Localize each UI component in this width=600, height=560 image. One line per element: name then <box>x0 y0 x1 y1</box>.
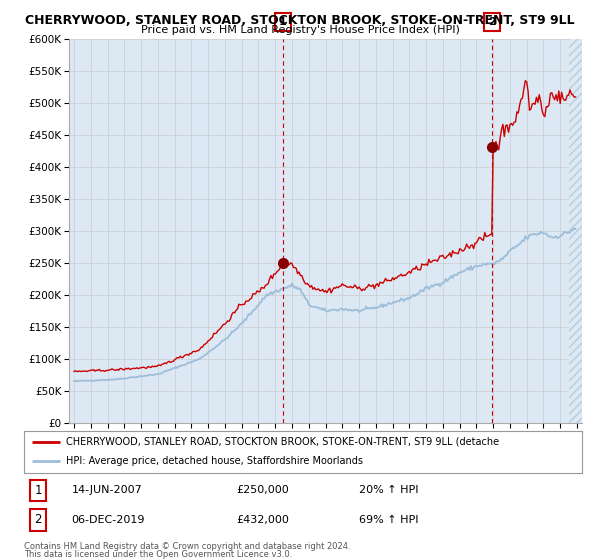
Text: Contains HM Land Registry data © Crown copyright and database right 2024.: Contains HM Land Registry data © Crown c… <box>24 542 350 550</box>
Text: This data is licensed under the Open Government Licence v3.0.: This data is licensed under the Open Gov… <box>24 550 292 559</box>
Text: 69% ↑ HPI: 69% ↑ HPI <box>359 515 418 525</box>
Text: CHERRYWOOD, STANLEY ROAD, STOCKTON BROOK, STOKE-ON-TRENT, ST9 9LL: CHERRYWOOD, STANLEY ROAD, STOCKTON BROOK… <box>25 14 575 27</box>
Text: Price paid vs. HM Land Registry's House Price Index (HPI): Price paid vs. HM Land Registry's House … <box>140 25 460 35</box>
Text: CHERRYWOOD, STANLEY ROAD, STOCKTON BROOK, STOKE-ON-TRENT, ST9 9LL (detache: CHERRYWOOD, STANLEY ROAD, STOCKTON BROOK… <box>66 437 499 447</box>
Text: 1: 1 <box>279 17 287 27</box>
Text: 06-DEC-2019: 06-DEC-2019 <box>71 515 145 525</box>
Text: 1: 1 <box>34 484 42 497</box>
Text: £432,000: £432,000 <box>236 515 289 525</box>
Text: 20% ↑ HPI: 20% ↑ HPI <box>359 486 418 495</box>
Text: 14-JUN-2007: 14-JUN-2007 <box>71 486 142 495</box>
Text: HPI: Average price, detached house, Staffordshire Moorlands: HPI: Average price, detached house, Staf… <box>66 456 363 466</box>
Text: 2: 2 <box>488 17 496 27</box>
Bar <box>569 26 594 423</box>
Text: £250,000: £250,000 <box>236 486 289 495</box>
Text: 2: 2 <box>34 514 42 526</box>
